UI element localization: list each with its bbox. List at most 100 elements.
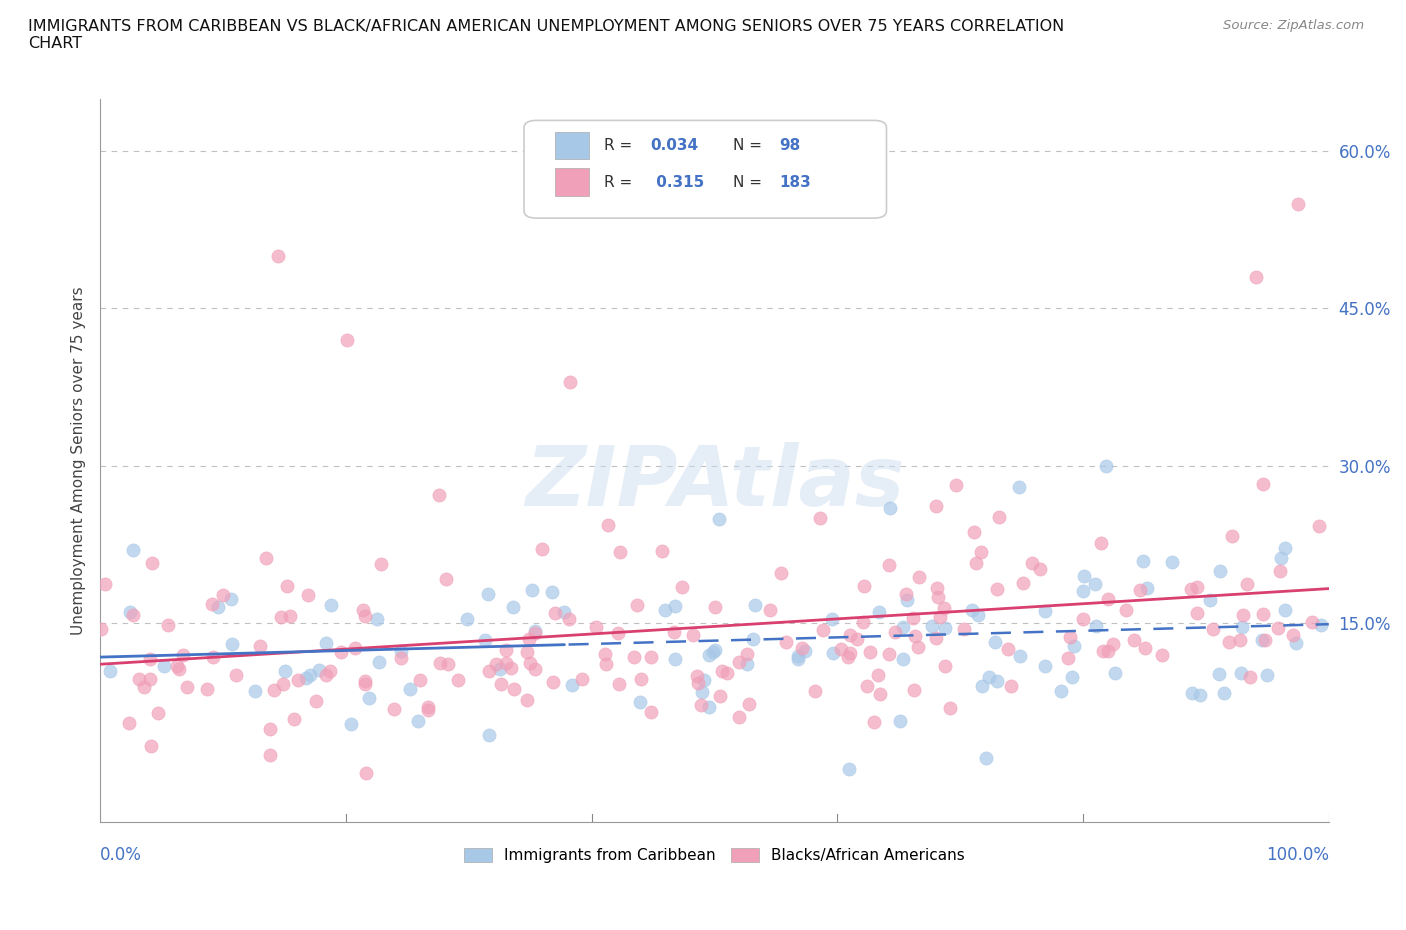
Point bbox=[1097, 591, 1119, 606]
Point bbox=[367, 654, 389, 669]
Point bbox=[382, 701, 405, 716]
Point bbox=[489, 662, 512, 677]
Point bbox=[1251, 606, 1274, 621]
Point bbox=[520, 582, 543, 597]
Point bbox=[1132, 553, 1154, 568]
Point bbox=[859, 644, 882, 659]
Point bbox=[1092, 644, 1115, 658]
Point bbox=[94, 577, 117, 591]
Point bbox=[852, 614, 875, 629]
Point bbox=[896, 593, 918, 608]
Point bbox=[889, 713, 911, 728]
Point bbox=[1180, 581, 1202, 596]
Point bbox=[609, 676, 631, 691]
Point bbox=[219, 591, 242, 606]
Point bbox=[690, 684, 713, 699]
Point bbox=[1133, 641, 1156, 656]
Point bbox=[1152, 647, 1174, 662]
Point bbox=[1187, 605, 1209, 620]
Point bbox=[735, 646, 758, 661]
Point bbox=[891, 652, 914, 667]
Point bbox=[846, 632, 869, 647]
Point bbox=[146, 705, 169, 720]
Point bbox=[354, 674, 377, 689]
Point bbox=[974, 751, 997, 765]
Point bbox=[1232, 619, 1254, 634]
Point bbox=[1220, 528, 1243, 543]
Point bbox=[330, 644, 353, 659]
Point bbox=[139, 738, 162, 753]
Point bbox=[1010, 649, 1032, 664]
Point bbox=[502, 600, 524, 615]
Point bbox=[485, 657, 508, 671]
Point bbox=[838, 761, 860, 776]
Point bbox=[901, 611, 924, 626]
Point bbox=[406, 713, 429, 728]
Point bbox=[1199, 592, 1222, 607]
FancyBboxPatch shape bbox=[555, 132, 589, 159]
Point bbox=[1090, 536, 1112, 551]
Point bbox=[474, 632, 496, 647]
Point bbox=[939, 701, 962, 716]
Point bbox=[287, 672, 309, 687]
Point bbox=[593, 646, 616, 661]
Point bbox=[399, 682, 422, 697]
Point bbox=[1136, 580, 1159, 595]
Point bbox=[1073, 569, 1095, 584]
Point bbox=[254, 551, 277, 565]
Point bbox=[305, 694, 328, 709]
Point bbox=[489, 677, 512, 692]
Point bbox=[609, 544, 631, 559]
Point bbox=[877, 558, 900, 573]
Point bbox=[156, 618, 179, 632]
Point bbox=[891, 619, 914, 634]
Point bbox=[167, 662, 190, 677]
Point bbox=[728, 655, 751, 670]
Point bbox=[934, 658, 956, 673]
Point bbox=[259, 722, 281, 737]
Point bbox=[623, 650, 645, 665]
Point bbox=[495, 656, 517, 671]
Point bbox=[354, 609, 377, 624]
Point bbox=[839, 645, 862, 660]
Point bbox=[744, 597, 766, 612]
Point bbox=[786, 651, 808, 666]
Point bbox=[340, 716, 363, 731]
Point bbox=[697, 648, 720, 663]
Point bbox=[201, 596, 224, 611]
Point bbox=[1236, 577, 1258, 591]
Point bbox=[1208, 564, 1230, 578]
Point bbox=[929, 610, 952, 625]
Point bbox=[153, 658, 176, 673]
Point bbox=[1000, 679, 1022, 694]
Point bbox=[769, 566, 792, 581]
Point bbox=[1049, 684, 1071, 698]
Point bbox=[90, 622, 112, 637]
Point bbox=[560, 375, 582, 390]
Text: Source: ZipAtlas.com: Source: ZipAtlas.com bbox=[1223, 19, 1364, 32]
Legend: Immigrants from Caribbean, Blacks/African Americans: Immigrants from Caribbean, Blacks/Africa… bbox=[458, 842, 970, 869]
Point bbox=[1188, 687, 1211, 702]
Point bbox=[1285, 635, 1308, 650]
Point bbox=[1122, 632, 1144, 647]
Point bbox=[640, 704, 662, 719]
Point bbox=[1268, 564, 1291, 578]
Point bbox=[315, 668, 337, 683]
Point bbox=[249, 639, 271, 654]
Point bbox=[1213, 685, 1236, 700]
Point bbox=[516, 644, 538, 659]
Point bbox=[172, 647, 194, 662]
Point bbox=[710, 663, 733, 678]
Point bbox=[211, 588, 233, 603]
Point bbox=[595, 657, 617, 671]
Point bbox=[1060, 669, 1083, 684]
Point bbox=[970, 544, 993, 559]
Point bbox=[1059, 630, 1081, 644]
Point bbox=[686, 669, 709, 684]
Point bbox=[1270, 551, 1292, 565]
Point bbox=[418, 699, 440, 714]
Point bbox=[263, 683, 285, 698]
Point bbox=[202, 649, 225, 664]
Point bbox=[1160, 555, 1182, 570]
Point bbox=[1063, 638, 1085, 653]
